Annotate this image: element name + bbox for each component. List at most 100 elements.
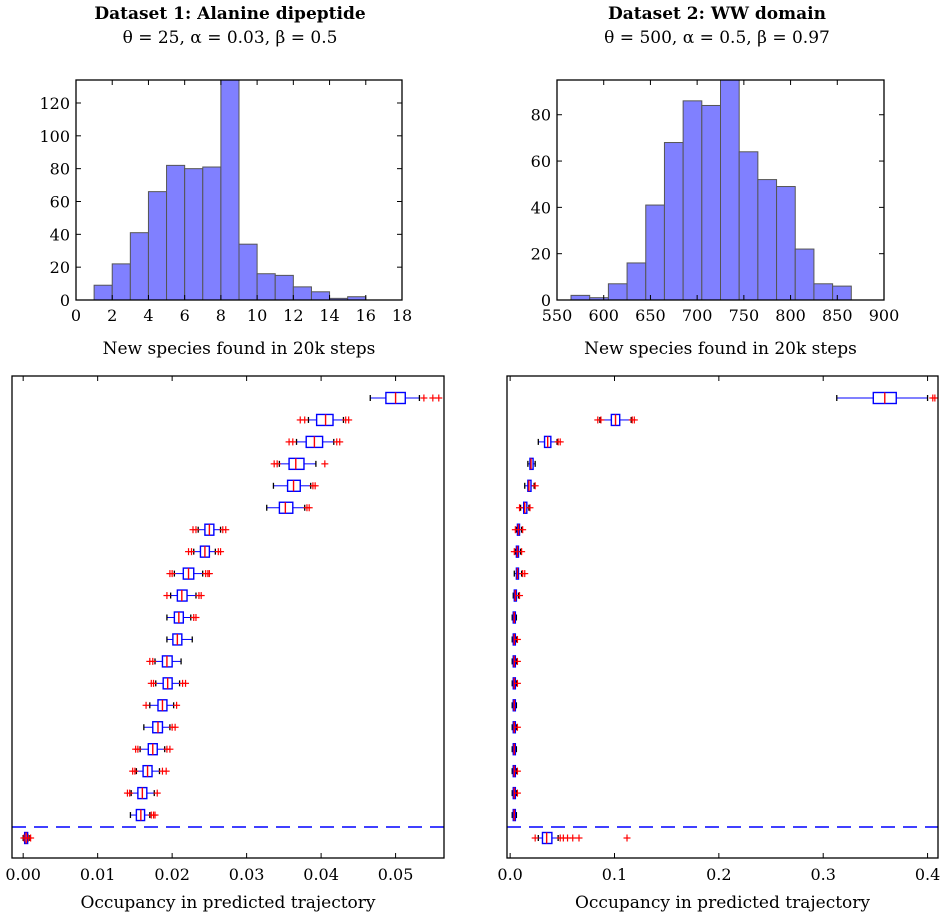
box-16 <box>143 721 179 734</box>
histogram-bar <box>147 191 168 301</box>
histogram-bar <box>738 151 759 301</box>
histogram-bar <box>682 100 703 301</box>
x-tick-label: 0.01 <box>80 865 116 884</box>
histogram-bar <box>757 179 778 301</box>
x-tick-label: 12 <box>283 306 303 325</box>
box-21 <box>531 831 631 845</box>
x-tick-label: 0.00 <box>5 865 41 884</box>
box-8 <box>510 545 526 558</box>
histogram-bar <box>274 274 294 301</box>
x-tick-label: 550 <box>542 306 573 325</box>
y-tick-label: 80 <box>50 160 70 179</box>
box-1 <box>369 391 443 405</box>
box-14 <box>511 677 521 690</box>
box-5 <box>524 479 539 492</box>
box-20 <box>511 808 518 822</box>
box-13 <box>511 655 521 668</box>
histogram-bar <box>645 204 665 301</box>
boxplot-4: 0.0 0.1 0.2 0.3 0.4 Occupancy in predicted tr… <box>497 375 940 913</box>
histogram-bar <box>813 283 834 301</box>
box-rect <box>278 501 294 514</box>
box-6 <box>266 501 313 514</box>
histogram-bar <box>129 232 149 301</box>
x-tick-label: 0.3 <box>810 865 835 884</box>
x-tick-label: 0.02 <box>154 865 190 884</box>
y-tick-label: 40 <box>531 198 551 217</box>
box-20 <box>129 808 159 822</box>
x-tick-label: 900 <box>869 306 900 325</box>
histogram-2: 550 600 650 700 750 800 850 900 0 20 40 60 80 New spe… <box>531 79 900 359</box>
x-tick-label: 0.05 <box>378 865 414 884</box>
box-10 <box>163 589 205 602</box>
box-12 <box>166 633 193 646</box>
box-15 <box>511 699 518 712</box>
histogram-bar <box>626 262 647 301</box>
box-8 <box>185 545 225 558</box>
box-11 <box>511 611 518 624</box>
box-18 <box>511 764 521 778</box>
box-17 <box>132 743 174 756</box>
x-tick-label: 0.4 <box>915 865 940 884</box>
box-4 <box>270 457 329 471</box>
histogram-bar <box>238 243 258 301</box>
histogram-1: 0 2 4 6 8 10 12 14 16 18 0 20 40 60 80 100 120 New specie… <box>39 79 412 359</box>
box-5 <box>272 479 319 492</box>
box-6 <box>516 501 534 514</box>
right-title-main: Dataset 2: WW domain <box>608 4 826 24</box>
box-9 <box>166 567 213 580</box>
x-tick-label: 0.04 <box>303 865 339 884</box>
histogram-bar <box>256 273 276 301</box>
box-12 <box>511 633 521 646</box>
x-tick-label: 650 <box>635 306 666 325</box>
y-tick-label: 0 <box>60 291 70 310</box>
histogram-bar <box>794 248 815 301</box>
y-tick-label: 20 <box>50 258 70 277</box>
x-tick-label: 4 <box>143 306 153 325</box>
histogram-bar <box>570 294 591 301</box>
box-21 <box>20 831 35 845</box>
plot-frame <box>506 375 939 859</box>
histogram-bar <box>776 186 796 301</box>
plot-frame <box>556 79 885 301</box>
histogram-bar <box>701 104 721 301</box>
box-2 <box>296 413 353 427</box>
y-tick-label: 80 <box>531 106 551 125</box>
histogram-bar <box>832 285 852 301</box>
x-tick-label: 0.1 <box>602 865 627 884</box>
box-9 <box>513 567 529 580</box>
x-tick-label: 0.03 <box>229 865 265 884</box>
right-title: Dataset 2: WW domain θ = 500, α = 0.5, β… <box>487 2 947 50</box>
x-tick-label: 750 <box>729 306 760 325</box>
box-19 <box>123 786 161 800</box>
box-1 <box>836 391 939 405</box>
plot-frame <box>75 79 403 301</box>
histogram-bar <box>184 168 204 301</box>
histogram-bar <box>292 286 312 301</box>
x-tick-label: 16 <box>356 306 376 325</box>
x-tick-label: 14 <box>319 306 339 325</box>
box-19 <box>511 786 521 800</box>
right-title-params: θ = 500, α = 0.5, β = 0.97 <box>604 28 830 48</box>
plot-frame <box>11 375 445 859</box>
box-13 <box>146 655 182 668</box>
box-15 <box>142 699 181 712</box>
histogram-bar <box>607 283 628 301</box>
box-10 <box>512 589 524 602</box>
histogram-bar <box>166 164 186 301</box>
x-tick-label: 700 <box>682 306 713 325</box>
left-title-main: Dataset 1: Alanine dipeptide <box>94 4 366 24</box>
box-17 <box>511 743 518 756</box>
x-axis-label: Occupancy in predicted trajectory <box>80 893 375 913</box>
box-3 <box>537 435 564 449</box>
y-tick-label: 100 <box>39 127 70 146</box>
x-tick-label: 850 <box>822 306 853 325</box>
x-tick-label: 10 <box>247 306 267 325</box>
left-title: Dataset 1: Alanine dipeptide θ = 25, α =… <box>0 2 460 50</box>
histogram-bar <box>220 79 240 301</box>
box-11 <box>166 611 200 624</box>
box-rect <box>315 413 334 427</box>
x-tick-label: 6 <box>180 306 190 325</box>
x-tick-label: 18 <box>392 306 412 325</box>
box-2 <box>594 413 638 427</box>
